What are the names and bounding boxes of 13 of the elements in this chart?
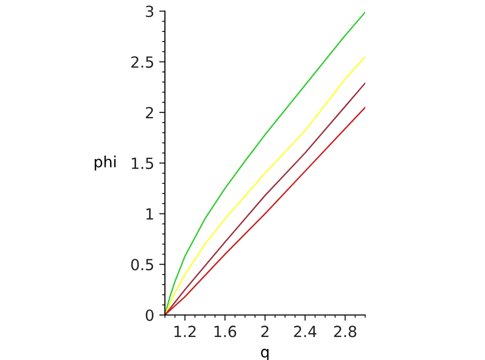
x-tick-label: 2.4 — [294, 326, 316, 338]
y-tick-label: 2.5 — [131, 56, 154, 68]
y-tick-label: 0 — [146, 309, 154, 322]
x-tick-label: 2 — [261, 326, 268, 338]
x-tick-label: 2.8 — [334, 326, 356, 338]
y-tick-label: 3 — [146, 6, 154, 18]
y-tick-label: 1.5 — [132, 158, 154, 170]
x-tick-label: 1.2 — [174, 326, 196, 338]
y-tick-label: 0.5 — [131, 258, 154, 270]
x-tick-label: 1.6 — [214, 326, 236, 338]
y-axis-title: phi — [94, 156, 116, 170]
y-tick-label: 1 — [146, 208, 154, 220]
y-tick-label: 2 — [146, 106, 153, 118]
